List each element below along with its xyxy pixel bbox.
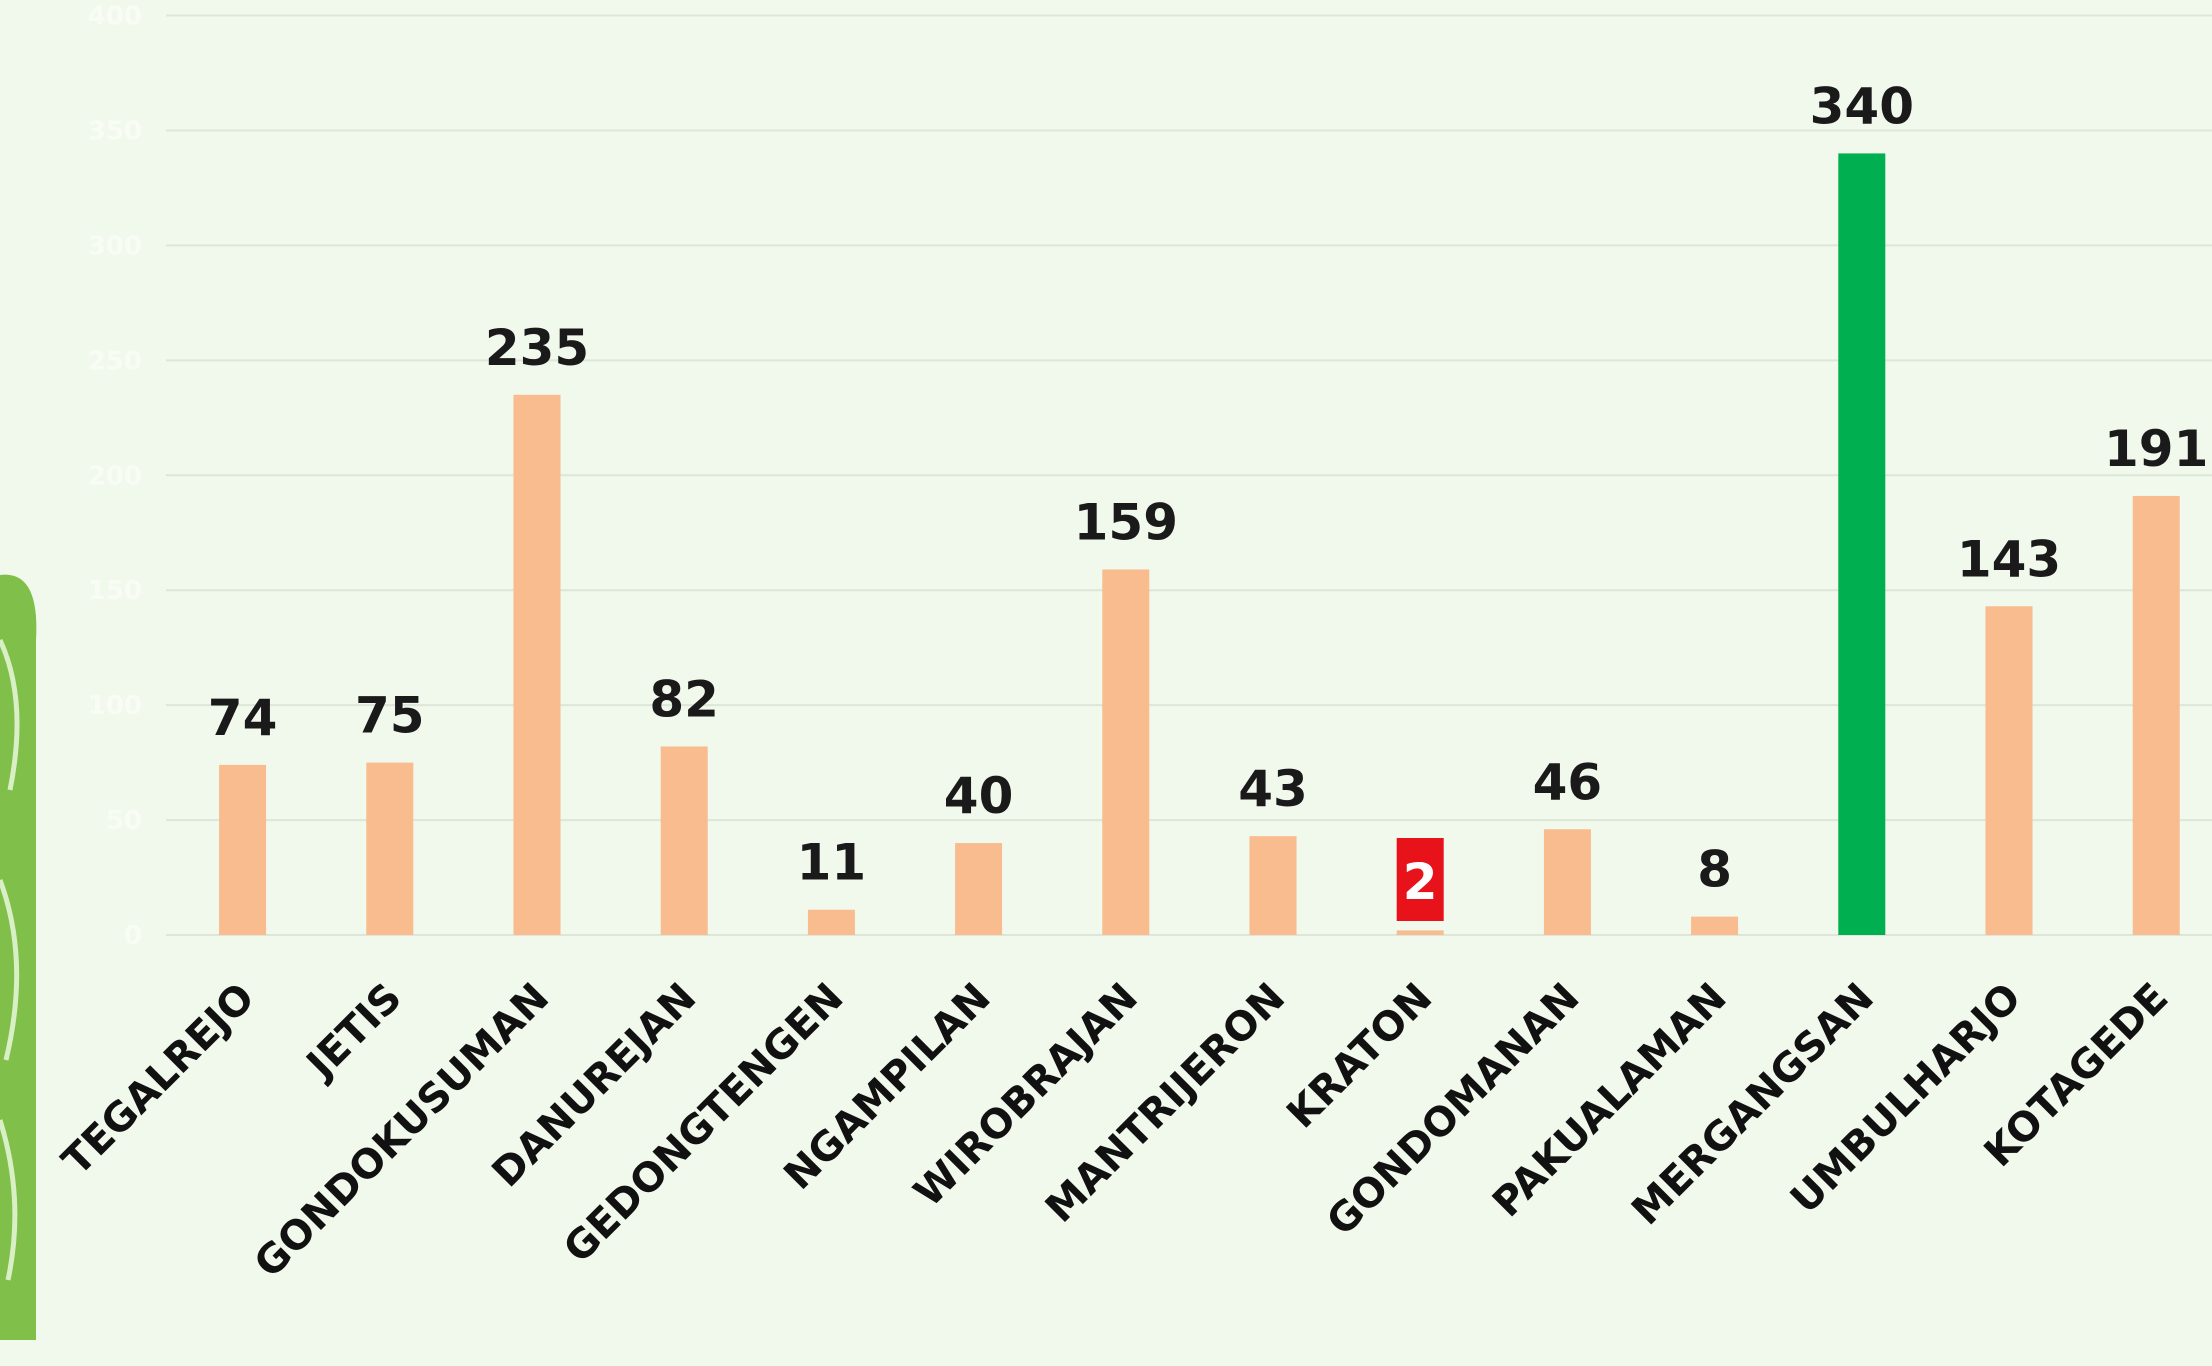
bar <box>2132 495 2180 935</box>
x-tick-label: TEGALREJO <box>54 975 264 1185</box>
bar <box>1396 930 1444 935</box>
x-tick-label: GEDONGTENGEN <box>555 975 852 1272</box>
y-tick-label: 100 <box>88 691 142 721</box>
y-tick-label: 400 <box>88 2 142 32</box>
bar <box>1102 569 1150 935</box>
label-background <box>1396 838 1444 921</box>
bar <box>219 764 267 935</box>
bar <box>1543 829 1591 935</box>
y-tick-label: 150 <box>88 576 142 606</box>
bar <box>660 746 708 935</box>
value-label: 46 <box>1533 753 1603 811</box>
bar <box>807 909 855 935</box>
value-label: 191 <box>2104 420 2208 478</box>
value-label: 74 <box>208 689 278 747</box>
value-label: 43 <box>1238 760 1308 818</box>
value-label: 159 <box>1074 493 1178 551</box>
bar <box>513 394 561 935</box>
value-label: 8 <box>1697 841 1732 899</box>
value-label: 40 <box>944 767 1014 825</box>
bar <box>366 762 414 935</box>
bar <box>1838 153 1886 936</box>
bar <box>1985 606 2033 935</box>
bar <box>955 843 1003 935</box>
value-label: 340 <box>1810 77 1914 135</box>
value-label: 235 <box>485 319 589 377</box>
y-tick-label: 200 <box>88 461 142 491</box>
y-tick-label: 350 <box>88 116 142 146</box>
x-tick-label: GONDOKUSUMAN <box>246 975 558 1287</box>
bar <box>1691 916 1739 935</box>
value-label: 82 <box>649 671 719 729</box>
value-label: 2 <box>1403 853 1438 911</box>
y-tick-label: 50 <box>106 806 142 836</box>
x-tick-label: GONDOMANAN <box>1318 975 1588 1245</box>
x-tick-label: MERGANGSAN <box>1623 975 1883 1235</box>
value-label: 143 <box>1957 530 2061 588</box>
x-tick-label: JETIS <box>296 975 411 1090</box>
value-label: 11 <box>797 834 867 892</box>
value-label: 75 <box>355 687 425 745</box>
leaf-decoration <box>0 574 37 1340</box>
y-tick-label: 250 <box>88 346 142 376</box>
y-tick-label: 300 <box>88 231 142 261</box>
bar <box>1249 836 1297 935</box>
y-tick-label: 0 <box>124 921 142 951</box>
